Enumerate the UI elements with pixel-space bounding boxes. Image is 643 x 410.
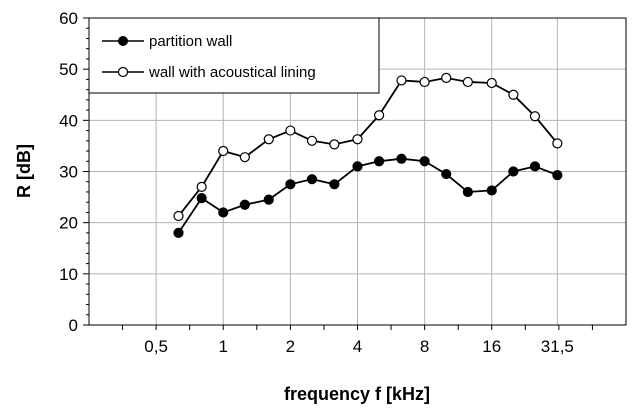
legend-marker-acoustical-lining <box>117 66 129 78</box>
data-point <box>508 89 519 100</box>
x-tick-label: 31,5 <box>541 337 574 356</box>
data-point <box>462 186 473 198</box>
y-tick-label: 10 <box>59 265 78 284</box>
data-point <box>263 134 274 145</box>
data-point <box>306 135 318 146</box>
y-tick-label: 20 <box>59 214 78 233</box>
data-point <box>173 210 184 222</box>
data-point <box>196 193 207 204</box>
y-tick-labels: 0 10 20 30 40 50 60 <box>59 9 78 335</box>
x-tick-label: 1 <box>219 337 228 356</box>
y-tick-label: 60 <box>59 9 78 28</box>
data-point <box>239 152 250 163</box>
x-tick-label: 0,5 <box>144 337 168 356</box>
data-point <box>352 161 363 172</box>
data-point <box>196 181 207 192</box>
x-axis-title: frequency f [kHz] <box>284 384 430 404</box>
data-point <box>419 156 430 167</box>
data-point <box>218 145 229 157</box>
data-point <box>529 111 541 122</box>
data-point <box>329 179 340 190</box>
data-point <box>285 125 296 136</box>
minor-ticks <box>83 17 593 330</box>
data-point <box>173 227 184 238</box>
x-tick-label: 16 <box>482 337 501 356</box>
data-point <box>508 166 519 177</box>
y-tick-label: 50 <box>59 60 78 79</box>
legend-marker-partition-wall <box>118 36 128 46</box>
series-1 <box>173 153 563 238</box>
data-point <box>486 185 497 196</box>
y-tick-label: 30 <box>59 163 78 182</box>
series-layer <box>173 72 563 238</box>
data-point <box>329 139 340 150</box>
x-tick-label: 8 <box>420 337 429 356</box>
series-line <box>177 157 558 234</box>
data-point <box>374 110 385 121</box>
data-point <box>552 169 563 181</box>
data-point <box>441 72 452 83</box>
legend-label-partition-wall: partition wall <box>149 33 232 50</box>
y-axis-title: R [dB] <box>14 144 34 198</box>
legend-label-acoustical-lining: wall with acoustical lining <box>148 64 316 81</box>
data-point <box>396 153 407 164</box>
data-point <box>441 168 452 180</box>
data-point <box>263 194 274 205</box>
data-point <box>239 199 250 210</box>
data-point <box>352 134 363 145</box>
legend: partition wall wall with acoustical lini… <box>88 17 380 94</box>
data-point <box>374 156 385 167</box>
x-tick-label: 4 <box>353 337 362 356</box>
data-point <box>419 76 430 88</box>
series-2 <box>173 72 563 222</box>
y-tick-label: 40 <box>59 111 78 130</box>
data-point <box>285 179 296 190</box>
data-point <box>462 76 473 88</box>
data-point <box>306 174 318 185</box>
x-tick-label: 2 <box>286 337 295 356</box>
data-point <box>486 77 497 89</box>
y-tick-label: 0 <box>69 316 78 335</box>
legend-box <box>88 17 380 94</box>
data-point <box>529 161 541 172</box>
data-point <box>218 207 229 218</box>
x-tick-labels: 0,5 1 2 4 8 16 31,5 <box>144 337 574 356</box>
data-point <box>396 75 407 86</box>
series-line <box>177 76 559 217</box>
data-point <box>552 138 563 149</box>
